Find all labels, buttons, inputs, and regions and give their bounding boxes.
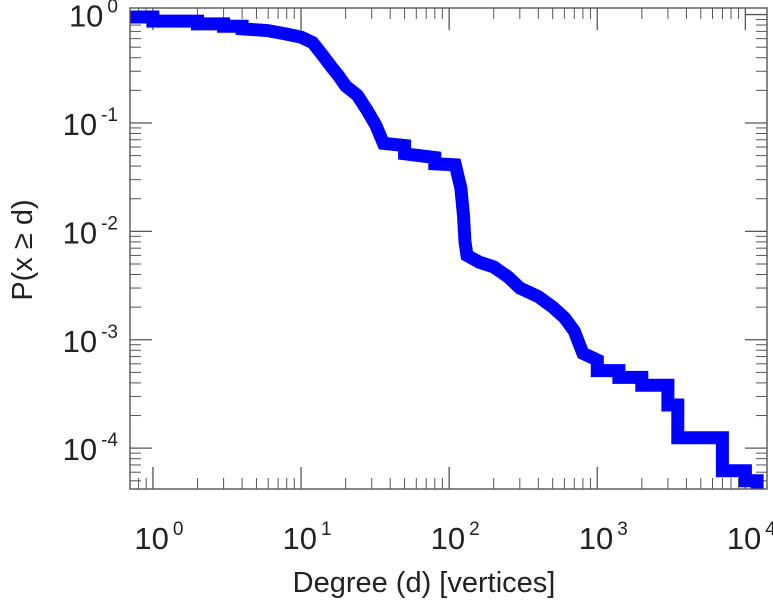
x-tick-label: 10 4 <box>727 519 773 556</box>
y-tick-label: 10 0 <box>69 0 118 34</box>
y-tick-label: 10 -2 <box>63 213 118 250</box>
y-tick-label: 10 -3 <box>63 322 118 359</box>
plot-frame <box>129 7 768 490</box>
plot-background <box>130 8 767 489</box>
y-tick-label: 10 -4 <box>63 430 119 467</box>
x-tick-label: 10 3 <box>579 519 628 556</box>
x-tick-labels: 10 0 10 1 10 2 10 3 10 4 <box>134 519 773 556</box>
y-tick-label: 10 -1 <box>63 105 118 142</box>
x-tick-label: 10 2 <box>431 519 480 556</box>
x-tick-label: 10 0 <box>134 519 183 556</box>
y-axis-label: P(x ≥ d) <box>7 199 39 300</box>
degree-distribution-line <box>130 10 764 489</box>
x-axis-label: Degree (d) [vertices] <box>293 567 556 599</box>
x-tick-label: 10 1 <box>283 519 332 556</box>
